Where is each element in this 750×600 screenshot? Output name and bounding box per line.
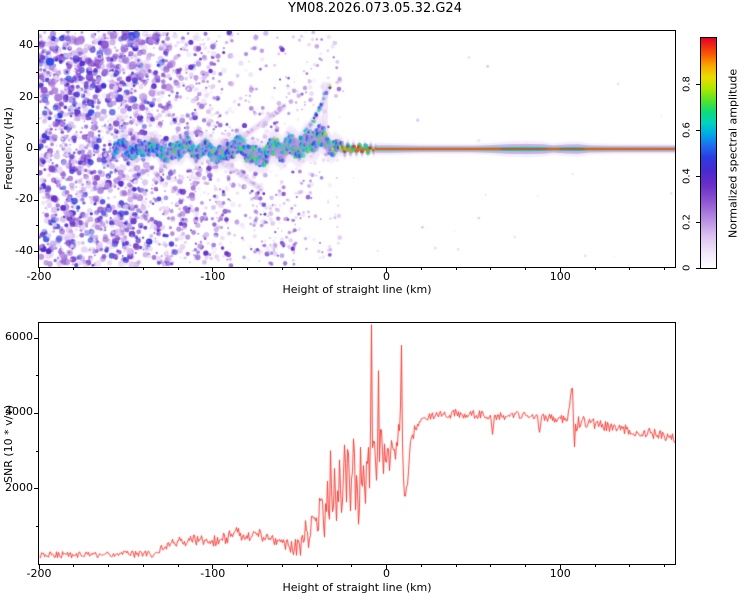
spectrogram-x-minor-tick bbox=[455, 268, 457, 270]
snr-x-axis-label: Height of straight line (km) bbox=[282, 581, 432, 594]
snr-x-minor-tick bbox=[108, 565, 109, 567]
spectrogram-x-minor-tick bbox=[247, 268, 249, 270]
snr-x-tick-label: 0 bbox=[383, 567, 391, 580]
snr-y-tick bbox=[34, 337, 38, 339]
spectrogram-y-minor-tick bbox=[36, 225, 38, 227]
snr-y-tick-label: 2000 bbox=[5, 480, 33, 494]
snr-x-minor-tick bbox=[73, 565, 75, 567]
snr-x-minor-tick bbox=[455, 565, 457, 567]
spectrogram-y-tick bbox=[34, 199, 38, 201]
spectrogram-y-tick bbox=[34, 45, 38, 47]
snr-y-minor-tick bbox=[36, 450, 38, 452]
spectrogram-x-minor-tick bbox=[108, 268, 109, 270]
snr-x-tick-label: -100 bbox=[200, 567, 226, 580]
spectrogram-x-minor-tick bbox=[420, 268, 422, 270]
spectrogram-x-minor-tick bbox=[73, 268, 75, 270]
spectrogram-y-tick-label: -40 bbox=[15, 243, 33, 257]
snr-y-minor-tick bbox=[36, 375, 38, 377]
snr-x-tick-label: -200 bbox=[26, 567, 52, 580]
snr-x-tick bbox=[386, 565, 388, 569]
snr-x-minor-tick bbox=[420, 565, 422, 567]
spectrogram-y-tick-label: 0 bbox=[26, 141, 33, 154]
snr-y-minor-tick bbox=[36, 525, 38, 527]
snr-x-minor-tick bbox=[594, 565, 596, 567]
snr-x-minor-tick bbox=[629, 565, 631, 567]
plot-title: YM08.2026.073.05.32.G24 bbox=[288, 1, 462, 16]
spectrogram-x-minor-tick bbox=[629, 268, 631, 270]
snr-x-minor-tick bbox=[281, 565, 283, 567]
spectrogram-y-minor-tick bbox=[36, 122, 38, 124]
spectrogram-y-minor-tick bbox=[36, 174, 38, 176]
spectrogram-y-tick bbox=[34, 97, 38, 99]
colorbar-gradient bbox=[701, 38, 716, 268]
snr-y-tick bbox=[34, 488, 38, 490]
colorbar-tick bbox=[696, 221, 700, 223]
spectrogram-x-axis-label: Height of straight line (km) bbox=[282, 283, 432, 296]
spectrogram-x-minor-tick bbox=[664, 268, 666, 270]
spectrogram-x-minor-tick bbox=[281, 268, 283, 270]
colorbar-tick-label: 0.4 bbox=[681, 168, 693, 184]
colorbar bbox=[700, 37, 717, 269]
colorbar-tick-label: 0.2 bbox=[681, 214, 693, 230]
spectrogram-x-minor-tick bbox=[594, 268, 596, 270]
snr-y-tick-label: 6000 bbox=[5, 330, 33, 344]
spectrogram-x-tick-label: -200 bbox=[26, 270, 52, 283]
snr-x-minor-tick bbox=[142, 565, 144, 567]
spectrogram-x-minor-tick bbox=[142, 268, 144, 270]
spectrogram-y-tick bbox=[34, 148, 38, 150]
spectrogram-x-tick-label: 100 bbox=[549, 270, 571, 283]
snr-y-tick bbox=[34, 412, 38, 414]
spectrogram-y-tick bbox=[34, 251, 38, 253]
spectrogram-x-tick bbox=[559, 268, 561, 272]
spectrogram-x-minor-tick bbox=[316, 268, 318, 270]
snr-x-minor-tick bbox=[177, 565, 179, 567]
snr-x-minor-tick bbox=[316, 565, 318, 567]
snr-x-minor-tick bbox=[351, 565, 353, 567]
snr-plot bbox=[38, 322, 676, 565]
spectrogram-x-tick-label: -100 bbox=[200, 270, 226, 283]
spectrogram-x-minor-tick bbox=[351, 268, 353, 270]
colorbar-tick bbox=[696, 129, 700, 131]
spectrogram-x-tick bbox=[212, 268, 214, 272]
snr-x-minor-tick bbox=[525, 565, 527, 567]
spectrogram-y-tick-label: -20 bbox=[15, 192, 33, 206]
snr-x-minor-tick bbox=[664, 565, 666, 567]
snr-x-minor-tick bbox=[490, 565, 492, 567]
snr-x-tick-label: 100 bbox=[549, 567, 571, 580]
spectrogram-x-minor-tick bbox=[177, 268, 179, 270]
colorbar-tick bbox=[696, 267, 700, 269]
spectrogram-x-tick bbox=[38, 268, 40, 272]
spectrogram-x-minor-tick bbox=[525, 268, 527, 270]
spectrogram-plot bbox=[38, 30, 676, 268]
spectrogram-y-tick-label: 20 bbox=[19, 89, 33, 103]
snr-canvas bbox=[39, 323, 675, 564]
colorbar-label: Normalized spectral amplitude bbox=[726, 68, 740, 238]
spectrogram-y-minor-tick bbox=[36, 71, 38, 73]
colorbar-tick bbox=[696, 175, 700, 177]
snr-x-tick bbox=[38, 565, 40, 569]
spectrogram-y-tick-label: 40 bbox=[19, 38, 33, 52]
snr-x-tick bbox=[212, 565, 214, 569]
spectrogram-canvas bbox=[39, 31, 675, 267]
spectrogram-x-minor-tick bbox=[490, 268, 492, 270]
snr-y-axis-label: SNR (10 * v/v) bbox=[2, 404, 15, 483]
snr-y-tick-label: 4000 bbox=[5, 405, 33, 419]
spectrogram-x-tick bbox=[386, 268, 388, 272]
colorbar-tick bbox=[696, 83, 700, 85]
snr-x-tick bbox=[559, 565, 561, 569]
snr-x-minor-tick bbox=[247, 565, 249, 567]
spectrogram-x-tick-label: 0 bbox=[383, 270, 391, 283]
colorbar-tick-label: 0.8 bbox=[681, 76, 693, 92]
colorbar-tick-label: 0.6 bbox=[681, 122, 693, 138]
colorbar-tick-label: 0 bbox=[681, 264, 693, 272]
